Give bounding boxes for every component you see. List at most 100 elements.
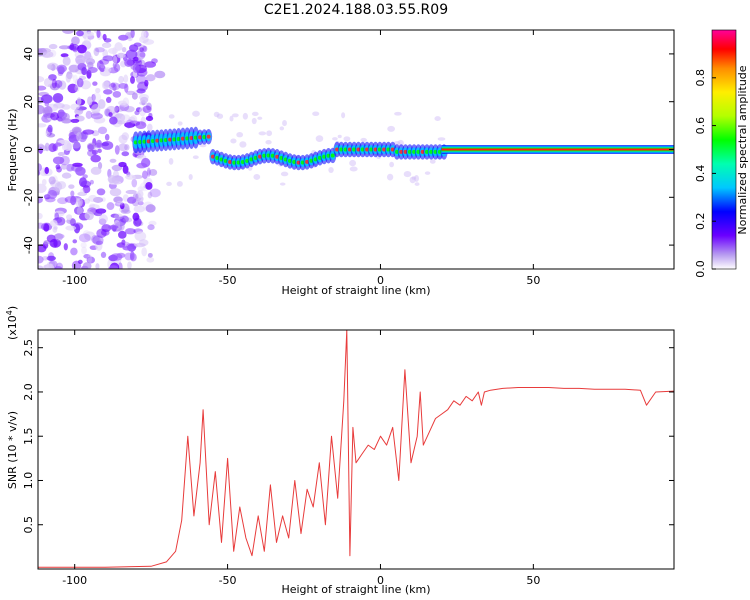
spectrogram-noise-blob xyxy=(71,141,81,149)
spectrogram-noise-blob xyxy=(106,202,115,210)
spectrogram-x-ticks: -100 -50 0 50 xyxy=(62,30,540,287)
spectrogram-faint-blob xyxy=(337,134,342,139)
spectrogram-noise-blob xyxy=(87,254,93,264)
spectrogram-carrier-core xyxy=(441,148,674,151)
spectrogram-noise-blob xyxy=(112,83,117,92)
spectrogram-noise-blob xyxy=(67,83,79,94)
spectrogram-noise-blob xyxy=(125,119,134,129)
spectrogram-noise-blob xyxy=(57,117,63,122)
spectrogram-noise-blob xyxy=(100,251,107,258)
spectrogram-noise-blob xyxy=(38,85,47,91)
spectrogram-noise-blob xyxy=(84,198,91,204)
spectrogram-noise-blob xyxy=(145,204,156,213)
spectrogram-noise-blob xyxy=(74,206,84,215)
spectrogram-noise-blob xyxy=(114,213,124,220)
spectrogram-faint-blob xyxy=(242,112,248,120)
spectrogram-noise-blob xyxy=(49,219,58,227)
spectrogram-noise-blob xyxy=(43,223,50,232)
figure-title: C2E1.2024.188.03.55.R09 xyxy=(264,2,448,18)
spectrogram-noise-blob xyxy=(51,78,57,89)
spectrogram-faint-blob xyxy=(389,161,395,168)
spectrogram-noise-blob xyxy=(139,52,146,58)
spectrogram-noise-blob xyxy=(147,252,153,258)
spectrogram-faint-blob xyxy=(265,140,272,145)
spectrogram-noise-blob xyxy=(130,115,138,124)
spectrogram-noise-blob xyxy=(134,231,147,242)
spectrogram-noise-blob xyxy=(120,209,131,215)
spectrogram-noise-blob xyxy=(110,253,123,261)
spectrogram-noise-blob xyxy=(112,90,122,98)
spectrogram-noise-blob xyxy=(92,81,98,86)
spectrogram-noise-blob xyxy=(133,205,146,213)
spectrogram-noise-blob xyxy=(110,213,120,218)
spectrogram-noise-blob xyxy=(76,131,82,142)
spectrogram-noise-blob xyxy=(49,238,62,248)
spectrogram-noise-blob xyxy=(95,240,104,246)
spectrogram-noise-blob xyxy=(91,149,98,155)
spectrogram-noise-blob xyxy=(147,191,153,199)
spectrogram-noise-blob xyxy=(109,116,118,125)
spectrogram-noise-blob xyxy=(108,225,119,230)
spectrogram-noise-blob xyxy=(38,255,44,264)
spectrogram-noise-blob xyxy=(121,151,130,157)
spectrogram-noise-blob xyxy=(96,228,107,239)
snr-x-tick-label: 0 xyxy=(377,574,384,587)
spectrogram-noise-blob xyxy=(121,46,127,53)
spectrogram-noise-blob xyxy=(52,92,64,103)
spectrogram-noise-blob xyxy=(89,179,94,185)
spectrogram-noise-blob xyxy=(132,63,140,73)
spectrogram-noise-blob xyxy=(119,215,129,223)
spectrogram-noise-blob xyxy=(98,126,108,135)
spectrogram-noise-blob xyxy=(121,132,130,141)
spectrogram-noise-blob xyxy=(42,107,49,114)
spectrogram-noise-blob xyxy=(75,54,86,65)
spectrogram-faint-blob xyxy=(411,176,417,180)
spectrogram-noise-blob xyxy=(74,84,80,92)
spectrogram-noise-blob xyxy=(135,74,147,84)
spectrogram-faint-blob xyxy=(188,174,193,181)
spectrogram-faint-blob xyxy=(386,173,394,181)
spectrogram-faint-blob xyxy=(349,159,357,167)
spectrogram-faint-blob xyxy=(414,182,420,186)
spectrogram-noise-blob xyxy=(103,81,110,89)
spectrogram-noise-blob xyxy=(57,197,68,205)
spectrogram-noise-blob xyxy=(101,142,110,147)
spectrogram-noise-blob xyxy=(133,56,139,62)
spectrogram-noise-blob xyxy=(109,188,122,197)
spectrogram-noise-blob xyxy=(38,222,45,229)
spectrogram-noise-blob xyxy=(92,92,102,103)
spectrogram-noise-blob xyxy=(71,260,82,269)
spectrogram-noise-blob xyxy=(102,33,107,41)
spectrogram-noise-blob xyxy=(140,30,147,41)
spectrogram-noise-blob xyxy=(44,166,50,175)
spectrogram-faint-blob xyxy=(177,121,183,126)
colorbar: 0.0 0.2 0.4 0.6 0.8 Normalized spectral ampl… xyxy=(694,29,749,278)
spectrogram-y-ticks: -40 -20 0 20 40 xyxy=(22,47,674,254)
spectrogram-noise-blob xyxy=(114,145,120,155)
spectrogram-noise-blob xyxy=(114,105,120,114)
spectrogram-x-tick-label: -50 xyxy=(219,274,237,287)
spectrogram-noise-blob xyxy=(118,34,129,41)
spectrogram-noise-blob xyxy=(44,102,50,107)
spectrogram-noise-blob xyxy=(70,195,77,206)
spectrogram-noise-blob xyxy=(43,109,53,118)
spectrogram-noise-blob xyxy=(120,114,131,124)
spectrogram-noise-blob xyxy=(74,108,84,115)
spectrogram-x-tick-label: -100 xyxy=(62,274,87,287)
spectrogram-y-tick-label: 20 xyxy=(22,95,35,109)
spectrogram-noise-blob xyxy=(112,55,118,65)
spectrogram-noise-blob xyxy=(46,255,56,261)
spectrogram-faint-blob xyxy=(213,111,220,118)
spectrogram-noise-blob xyxy=(130,76,135,84)
snr-x-tick-label: 50 xyxy=(526,574,540,587)
spectrogram-faint-blob xyxy=(253,173,261,180)
spectrogram-noise-blob xyxy=(136,162,148,169)
spectrogram-noise-blob xyxy=(87,96,93,106)
spectrogram-noise-blob xyxy=(133,42,142,47)
snr-x-ticks: -100 -50 0 50 xyxy=(62,330,540,587)
spectrogram-noise-blob xyxy=(41,52,51,58)
spectrogram-noise-blob xyxy=(95,87,101,94)
spectrogram-noise-blob xyxy=(124,144,130,151)
spectrogram-noise-blob xyxy=(118,161,127,168)
spectrogram-noise-blob xyxy=(118,83,128,89)
